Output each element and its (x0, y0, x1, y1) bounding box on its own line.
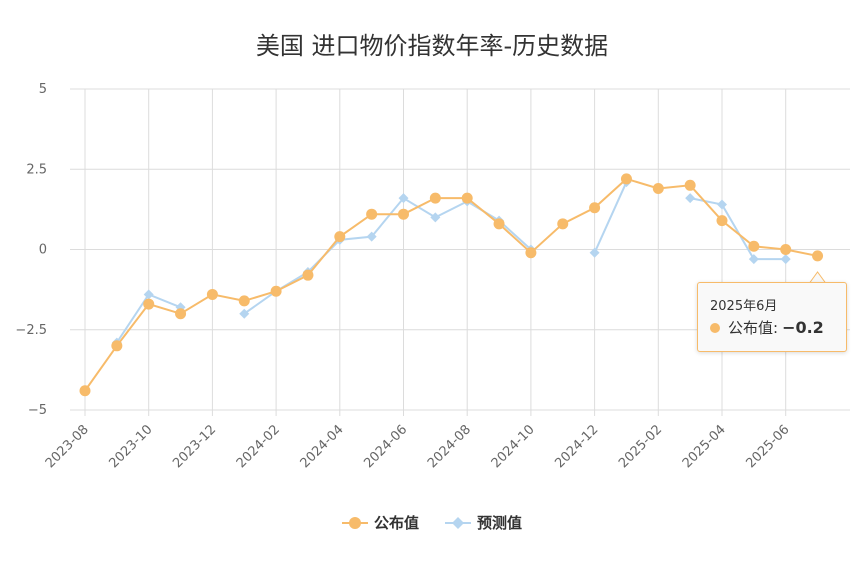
series-forecast[interactable] (111, 177, 791, 348)
published-line-segment (84, 177, 818, 392)
published-point[interactable] (238, 295, 250, 307)
x-tick-label: 2023-10 (107, 422, 156, 471)
x-tick-label: 2024-02 (234, 422, 283, 471)
forecast-point[interactable] (589, 247, 600, 258)
published-point[interactable] (111, 340, 123, 352)
x-tick-label: 2024-06 (361, 422, 410, 471)
tooltip-marker-icon (710, 322, 720, 333)
forecast-point[interactable] (685, 193, 696, 204)
tooltip-row: 公布值: −0.2 (710, 317, 824, 338)
chart-title: 美国 进口物价指数年率-历史数据 (255, 32, 609, 60)
published-point[interactable] (302, 269, 314, 281)
published-point[interactable] (557, 218, 569, 230)
published-point[interactable] (620, 173, 632, 185)
published-point[interactable] (748, 240, 760, 252)
x-tick-label: 2024-10 (489, 422, 538, 471)
y-tick-label: −5 (28, 403, 47, 418)
published-point[interactable] (334, 231, 346, 243)
x-tick-label: 2024-12 (552, 422, 601, 471)
published-point[interactable] (143, 298, 155, 310)
legend-circle-icon (341, 516, 368, 529)
x-tick-label: 2024-08 (425, 422, 474, 471)
data-tooltip: 2025年6月 公布值: −0.2 (697, 282, 847, 352)
tooltip-date: 2025年6月 (710, 299, 778, 314)
grid-lines (70, 88, 850, 416)
x-tick-label: 2025-06 (744, 422, 793, 471)
x-tick-label: 2025-02 (616, 422, 665, 471)
published-point[interactable] (589, 202, 601, 214)
published-point[interactable] (716, 215, 728, 227)
published-point[interactable] (398, 208, 409, 220)
x-tick-label: 2023-08 (43, 422, 92, 471)
published-point[interactable] (684, 179, 696, 191)
published-point[interactable] (175, 308, 187, 320)
legend-label-forecast: 预测值 (477, 514, 523, 532)
series-published[interactable] (79, 173, 824, 397)
forecast-line-segment (593, 181, 628, 254)
forecast-point[interactable] (748, 254, 759, 265)
legend-item-published[interactable]: 公布值 (341, 512, 419, 533)
y-tick-label: 2.5 (26, 162, 47, 177)
tooltip-series-label: 公布值: (728, 319, 779, 337)
y-tick-label: 5 (39, 82, 47, 97)
forecast-line-segment (689, 197, 786, 261)
forecast-point[interactable] (780, 254, 791, 265)
legend-item-forecast[interactable]: 预测值 (445, 512, 522, 533)
published-point[interactable] (79, 385, 91, 397)
published-point[interactable] (780, 244, 792, 255)
y-tick-label: 0 (39, 243, 47, 258)
legend: 公布值 预测值 (0, 512, 864, 533)
published-point[interactable] (270, 285, 282, 297)
forecast-point[interactable] (430, 212, 441, 223)
x-tick-label: 2024-04 (298, 422, 347, 471)
x-tick-label: 2023-12 (170, 422, 219, 471)
forecast-point[interactable] (366, 231, 377, 242)
published-point[interactable] (366, 208, 378, 220)
tooltip-value: −0.2 (782, 318, 824, 337)
published-point[interactable] (461, 192, 473, 204)
published-point[interactable] (652, 183, 664, 195)
legend-label-published: 公布值 (373, 514, 419, 532)
published-point[interactable] (206, 288, 218, 300)
forecast-point[interactable] (239, 308, 250, 319)
legend-diamond-icon (445, 516, 471, 529)
x-axis-ticks: 2023-08 2023-10 2023-12 2024-02 2024-04 2024-… (43, 422, 793, 471)
published-point[interactable] (812, 250, 824, 262)
published-point[interactable] (429, 192, 441, 204)
forecast-point[interactable] (717, 199, 727, 210)
y-axis-ticks: 5 2.5 0 −2.5 −5 (15, 82, 47, 418)
published-point[interactable] (493, 218, 505, 230)
y-tick-label: −2.5 (15, 323, 47, 338)
x-tick-label: 2025-04 (680, 422, 729, 471)
published-point[interactable] (525, 247, 537, 259)
forecast-point[interactable] (143, 289, 154, 300)
forecast-point[interactable] (398, 193, 409, 204)
